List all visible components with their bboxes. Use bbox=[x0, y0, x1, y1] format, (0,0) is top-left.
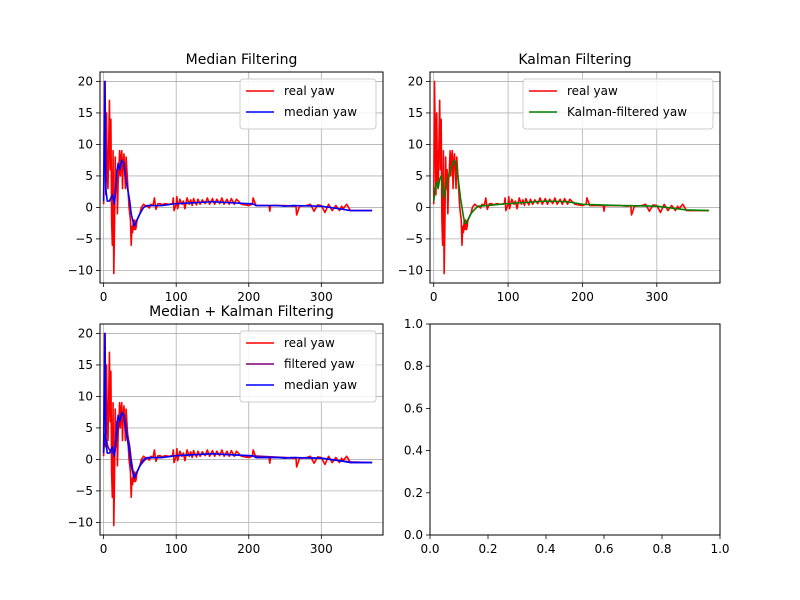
x-tick-label: 0.6 bbox=[594, 542, 613, 556]
legend-label: filtered yaw bbox=[284, 357, 355, 371]
series-line-median-yaw bbox=[102, 332, 373, 480]
y-tick-label: 10 bbox=[78, 137, 93, 151]
y-tick-label: 0 bbox=[85, 452, 93, 466]
x-tick-label: 100 bbox=[497, 290, 520, 304]
y-tick-label: 5 bbox=[415, 169, 423, 183]
y-tick-label: −10 bbox=[398, 263, 423, 277]
legend-label: real yaw bbox=[284, 84, 335, 98]
x-tick-label: 300 bbox=[310, 290, 333, 304]
subplot-title: Median + Kalman Filtering bbox=[149, 304, 334, 320]
x-tick-label: 200 bbox=[571, 290, 594, 304]
legend: real yaw Kalman-filtered yaw bbox=[522, 78, 714, 130]
y-tick-label: 15 bbox=[408, 106, 423, 120]
y-tick-label: 5 bbox=[85, 421, 93, 435]
y-tick-label: 15 bbox=[78, 358, 93, 372]
x-tick-label: 0 bbox=[430, 290, 438, 304]
y-tick-label: −5 bbox=[75, 232, 93, 246]
y-tick-label: 0 bbox=[415, 200, 423, 214]
subplot-1: 0 100 200 300 −10 −5 0 5 10 15 20 Median Filtering r… bbox=[68, 52, 384, 304]
x-tick-label: 300 bbox=[645, 290, 668, 304]
subplot-2: 0 100 200 300 −10 −5 0 5 10 15 20 Kalman Filtering r… bbox=[398, 52, 721, 304]
y-tick-label: 15 bbox=[78, 106, 93, 120]
legend: real yaw median yaw bbox=[239, 78, 377, 130]
axes-frame bbox=[99, 323, 384, 536]
series-line-filtered-yaw bbox=[102, 414, 373, 476]
legend-box bbox=[522, 78, 714, 130]
x-tick-label: 100 bbox=[165, 290, 188, 304]
legend-label: median yaw bbox=[284, 378, 357, 392]
subplot-title: Median Filtering bbox=[186, 52, 298, 68]
y-tick-label: 20 bbox=[78, 326, 93, 340]
y-tick-label: 20 bbox=[78, 74, 93, 88]
x-tick-label: 0 bbox=[100, 542, 108, 556]
series-line-kalman-filtered-yaw bbox=[432, 159, 709, 224]
subplot-3: 0 100 200 300 −10 −5 0 5 10 15 20 Median + Kalman F… bbox=[68, 304, 384, 556]
x-tick-label: 0.8 bbox=[652, 542, 671, 556]
axes-frame bbox=[429, 323, 721, 536]
x-tick-label: 300 bbox=[310, 542, 333, 556]
legend-label: Kalman-filtered yaw bbox=[567, 105, 687, 119]
y-tick-label: 20 bbox=[408, 74, 423, 88]
y-tick-label: 0.0 bbox=[404, 528, 423, 542]
axes-frame bbox=[429, 71, 721, 284]
y-tick-label: 10 bbox=[78, 389, 93, 403]
x-tick-label: 0 bbox=[100, 290, 108, 304]
y-tick-label: 10 bbox=[408, 137, 423, 151]
legend-label: real yaw bbox=[284, 336, 335, 350]
x-tick-label: 200 bbox=[237, 542, 260, 556]
x-tick-label: 0.4 bbox=[536, 542, 555, 556]
subplot-title: Kalman Filtering bbox=[518, 52, 631, 68]
legend-label: median yaw bbox=[284, 105, 357, 119]
x-tick-label: 1.0 bbox=[710, 542, 729, 556]
series-line-median-yaw bbox=[102, 80, 373, 228]
x-tick-label: 200 bbox=[237, 290, 260, 304]
y-tick-label: 1.0 bbox=[404, 317, 423, 331]
y-tick-label: 5 bbox=[85, 169, 93, 183]
y-tick-label: 0.4 bbox=[404, 444, 423, 458]
x-tick-label: 0.0 bbox=[420, 542, 439, 556]
x-tick-label: 0.2 bbox=[478, 542, 497, 556]
y-tick-label: 0.6 bbox=[404, 401, 423, 415]
axes-frame bbox=[99, 71, 384, 284]
legend-label: real yaw bbox=[567, 84, 618, 98]
y-tick-label: −10 bbox=[68, 263, 93, 277]
y-tick-label: −10 bbox=[68, 515, 93, 529]
y-tick-label: −5 bbox=[75, 484, 93, 498]
y-tick-label: 0.8 bbox=[404, 359, 423, 373]
y-tick-label: 0.2 bbox=[404, 486, 423, 500]
x-tick-label: 100 bbox=[165, 542, 188, 556]
y-tick-label: 0 bbox=[85, 200, 93, 214]
y-tick-label: −5 bbox=[405, 232, 423, 246]
subplot-4: 0.0 0.2 0.4 0.6 0.8 1.0 0.0 0.2 0.4 0.6 0.8 1.0 bbox=[404, 317, 730, 556]
legend: real yaw filtered yaw median yaw bbox=[239, 330, 377, 403]
